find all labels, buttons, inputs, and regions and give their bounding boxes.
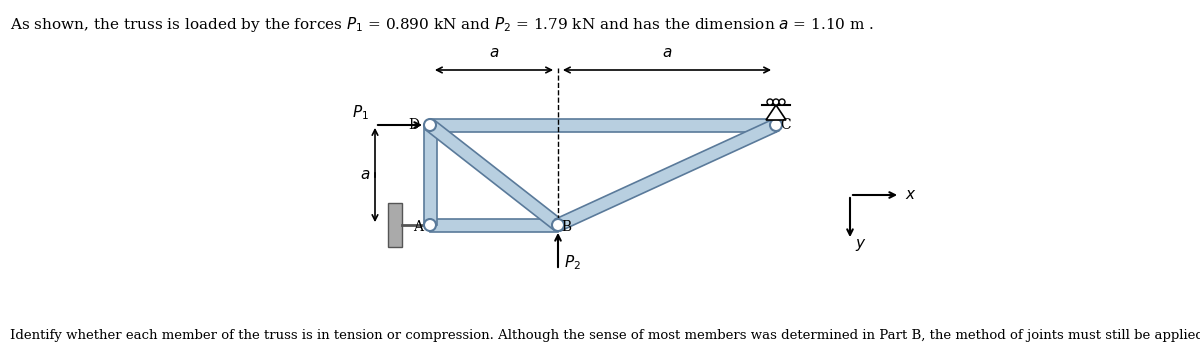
Text: $P_2$: $P_2$ xyxy=(564,254,581,273)
Polygon shape xyxy=(424,125,437,225)
Bar xyxy=(388,203,402,247)
Polygon shape xyxy=(430,118,776,131)
Text: Identify whether each member of the truss is in tension or compression. Although: Identify whether each member of the trus… xyxy=(10,329,1200,342)
Text: $x$: $x$ xyxy=(905,188,917,202)
Polygon shape xyxy=(430,219,558,231)
Circle shape xyxy=(552,219,564,231)
Text: $P_1$: $P_1$ xyxy=(352,104,368,122)
Polygon shape xyxy=(426,120,562,230)
Circle shape xyxy=(424,119,436,131)
Text: C: C xyxy=(781,118,791,132)
Text: $a$: $a$ xyxy=(662,46,672,60)
Text: $a$: $a$ xyxy=(488,46,499,60)
Text: $y$: $y$ xyxy=(854,237,866,253)
Polygon shape xyxy=(556,119,779,231)
Circle shape xyxy=(773,99,779,105)
Circle shape xyxy=(767,99,773,105)
Text: A: A xyxy=(413,220,424,234)
Text: D: D xyxy=(408,118,420,132)
Circle shape xyxy=(770,119,782,131)
Circle shape xyxy=(424,219,436,231)
Text: B: B xyxy=(560,220,571,234)
Text: $a$: $a$ xyxy=(360,168,370,182)
Polygon shape xyxy=(766,105,786,120)
Circle shape xyxy=(779,99,785,105)
Text: As shown, the truss is loaded by the forces $P_1$ = 0.890 kN and $P_2$ = 1.79 kN: As shown, the truss is loaded by the for… xyxy=(10,15,874,34)
